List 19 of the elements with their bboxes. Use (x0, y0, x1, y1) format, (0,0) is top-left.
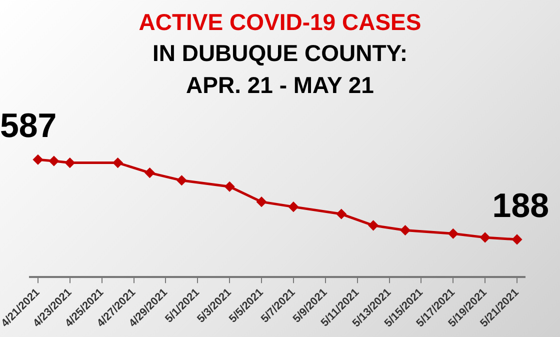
point (49, 156, 59, 166)
chart-subtitle: IN DUBUQUE COUNTY: APR. 21 - MAY 21 (151, 39, 409, 100)
point (512, 234, 522, 244)
point (480, 232, 490, 242)
point (448, 228, 458, 238)
point (144, 168, 154, 178)
point (368, 220, 378, 230)
point (336, 209, 346, 219)
point (288, 202, 298, 212)
data-label: 587 (0, 106, 57, 145)
chart-title: ACTIVE COVID-19 CASES (138, 8, 422, 37)
point (400, 225, 410, 235)
point (113, 158, 123, 168)
point (65, 158, 75, 168)
point (256, 197, 266, 207)
point (224, 182, 234, 192)
data-label: 188 (492, 186, 550, 225)
point (176, 176, 186, 186)
point (33, 154, 43, 164)
